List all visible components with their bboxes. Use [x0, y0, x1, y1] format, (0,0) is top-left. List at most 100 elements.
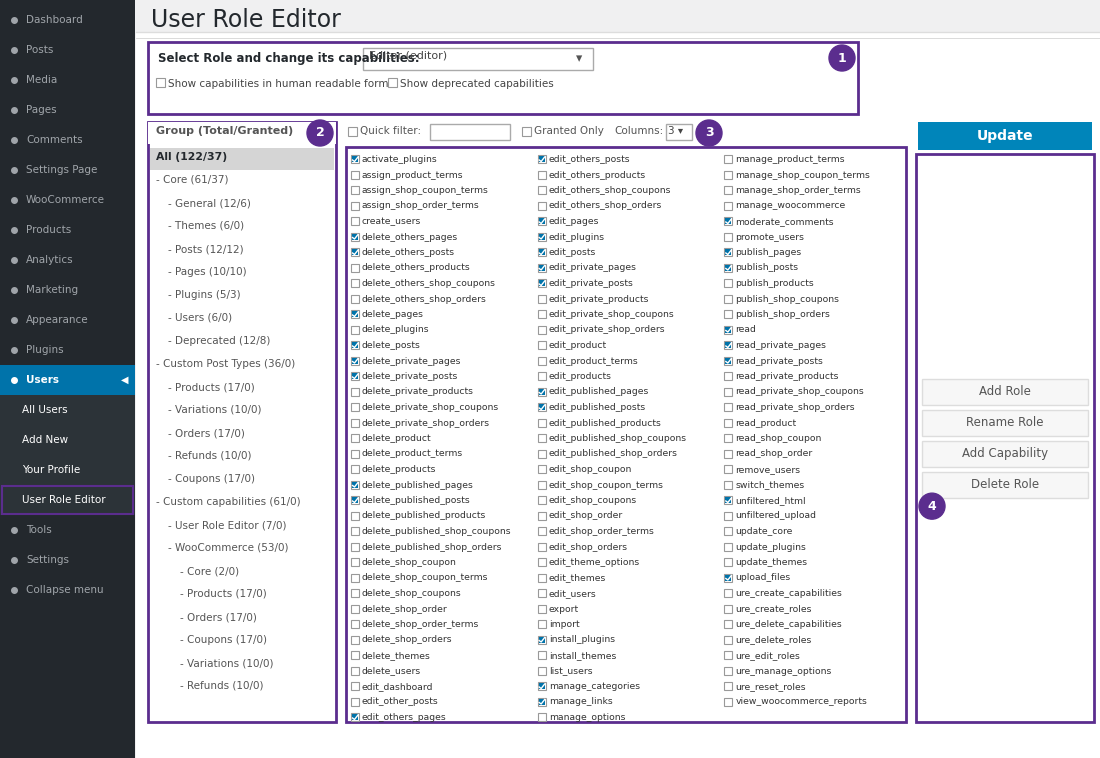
- Text: publish_posts: publish_posts: [735, 264, 799, 272]
- Text: read_private_products: read_private_products: [735, 372, 839, 381]
- Bar: [724, 527, 733, 535]
- Text: edit_private_products: edit_private_products: [549, 295, 649, 303]
- Text: edit_products: edit_products: [549, 372, 612, 381]
- Text: - User Role Editor (7/0): - User Role Editor (7/0): [168, 520, 286, 530]
- Bar: [724, 666, 733, 675]
- Bar: [922, 378, 1088, 405]
- Bar: [724, 403, 733, 411]
- Bar: [918, 122, 1092, 150]
- Text: - Orders (17/0): - Orders (17/0): [168, 428, 245, 438]
- Bar: [351, 543, 359, 550]
- Bar: [538, 233, 546, 240]
- Bar: [724, 481, 733, 488]
- Text: edit_pages: edit_pages: [549, 217, 600, 226]
- Bar: [351, 496, 359, 504]
- Text: edit_shop_coupon_terms: edit_shop_coupon_terms: [549, 481, 663, 490]
- Text: - Users (6/0): - Users (6/0): [168, 313, 232, 323]
- Text: delete_shop_coupons: delete_shop_coupons: [362, 589, 462, 598]
- Text: All (122/37): All (122/37): [156, 152, 227, 162]
- Bar: [538, 527, 546, 535]
- Text: edit_others_shop_coupons: edit_others_shop_coupons: [549, 186, 671, 195]
- Bar: [538, 496, 546, 504]
- Bar: [724, 155, 733, 163]
- Text: promote_users: promote_users: [735, 233, 804, 242]
- Circle shape: [696, 120, 722, 146]
- Bar: [351, 295, 359, 302]
- Text: publish_shop_coupons: publish_shop_coupons: [735, 295, 839, 303]
- Text: list_users: list_users: [549, 666, 592, 675]
- Text: ◀: ◀: [121, 375, 129, 385]
- Text: 1: 1: [837, 52, 846, 64]
- Bar: [538, 434, 546, 442]
- Bar: [351, 264, 359, 271]
- Text: ▾: ▾: [576, 52, 582, 65]
- Bar: [539, 233, 544, 240]
- Text: Comments: Comments: [26, 135, 82, 145]
- Bar: [724, 465, 733, 473]
- Bar: [724, 574, 733, 581]
- Bar: [724, 295, 733, 302]
- Text: - Refunds (10/0): - Refunds (10/0): [180, 681, 264, 691]
- Text: Appearance: Appearance: [26, 315, 89, 325]
- Text: delete_others_shop_coupons: delete_others_shop_coupons: [362, 279, 496, 288]
- Text: - Orders (17/0): - Orders (17/0): [180, 612, 257, 622]
- Text: moderate_comments: moderate_comments: [735, 217, 834, 226]
- Bar: [724, 279, 733, 287]
- Text: upload_files: upload_files: [735, 574, 791, 582]
- Text: WooCommerce: WooCommerce: [26, 195, 105, 205]
- Bar: [352, 358, 358, 364]
- Bar: [522, 127, 531, 136]
- Circle shape: [307, 120, 333, 146]
- Text: User Role Editor: User Role Editor: [22, 495, 106, 505]
- Bar: [922, 471, 1088, 497]
- Bar: [724, 233, 733, 240]
- Bar: [724, 651, 733, 659]
- Text: - Refunds (10/0): - Refunds (10/0): [168, 451, 252, 461]
- Bar: [724, 248, 733, 256]
- Circle shape: [829, 45, 855, 71]
- Bar: [0, 0, 135, 758]
- Text: - Custom capabilities (61/0): - Custom capabilities (61/0): [156, 497, 300, 507]
- Text: update_core: update_core: [735, 527, 793, 536]
- Bar: [538, 512, 546, 519]
- Text: Settings Page: Settings Page: [26, 165, 98, 175]
- Bar: [725, 342, 732, 348]
- Text: manage_woocommerce: manage_woocommerce: [735, 202, 846, 211]
- Text: edit_published_pages: edit_published_pages: [549, 387, 649, 396]
- Bar: [351, 697, 359, 706]
- Bar: [538, 604, 546, 612]
- Text: delete_published_posts: delete_published_posts: [362, 496, 471, 505]
- Text: Settings: Settings: [26, 555, 69, 565]
- Text: delete_private_posts: delete_private_posts: [362, 372, 459, 381]
- Text: ure_delete_capabilities: ure_delete_capabilities: [735, 620, 843, 629]
- Bar: [725, 218, 732, 224]
- Text: edit_users: edit_users: [549, 589, 596, 598]
- Bar: [538, 372, 546, 380]
- Bar: [351, 310, 359, 318]
- Text: delete_others_products: delete_others_products: [362, 264, 471, 272]
- Bar: [724, 171, 733, 178]
- Bar: [724, 558, 733, 566]
- Bar: [538, 155, 546, 163]
- Bar: [538, 310, 546, 318]
- Bar: [539, 249, 544, 255]
- Text: edit_plugins: edit_plugins: [549, 233, 605, 242]
- Text: delete_products: delete_products: [362, 465, 437, 474]
- Text: - Variations (10/0): - Variations (10/0): [180, 658, 274, 668]
- Text: read_product: read_product: [735, 418, 796, 428]
- Bar: [352, 714, 358, 720]
- Bar: [351, 574, 359, 581]
- Text: ure_delete_roles: ure_delete_roles: [735, 635, 812, 644]
- Text: delete_published_shop_coupons: delete_published_shop_coupons: [362, 527, 512, 536]
- Bar: [538, 697, 546, 706]
- Text: - Plugins (5/3): - Plugins (5/3): [168, 290, 241, 300]
- Text: delete_others_posts: delete_others_posts: [362, 248, 455, 257]
- Bar: [363, 48, 593, 70]
- Bar: [922, 409, 1088, 436]
- Bar: [351, 558, 359, 566]
- Text: delete_product: delete_product: [362, 434, 431, 443]
- Text: read: read: [735, 325, 756, 334]
- Bar: [352, 342, 358, 348]
- Bar: [538, 279, 546, 287]
- Text: edit_product: edit_product: [549, 341, 607, 350]
